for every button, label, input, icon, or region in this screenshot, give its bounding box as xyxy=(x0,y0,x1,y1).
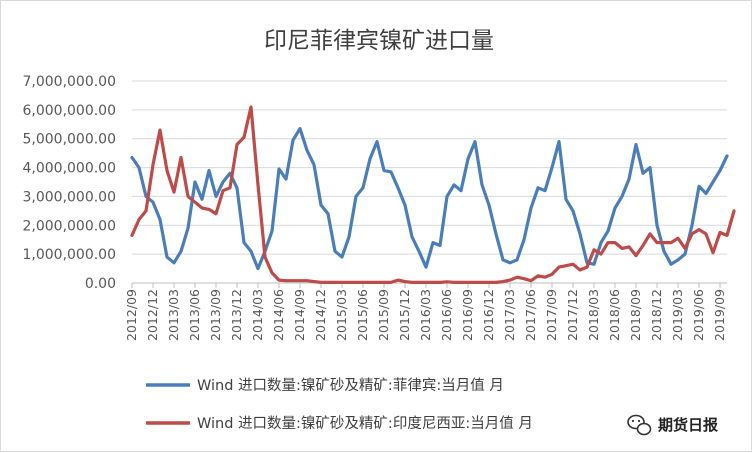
legend-label-1: Wind 进口数量:镍矿砂及精矿:印度尼西亚:当月值 月 xyxy=(197,415,533,432)
x-tick-label: 2014/03 xyxy=(250,289,265,341)
x-tick-label: 2012/09 xyxy=(124,289,139,341)
x-tick-label: 2018/06 xyxy=(607,289,622,341)
y-tick-label: 5,000,000.00 xyxy=(22,132,116,148)
y-tick-label: 1,000,000.00 xyxy=(22,247,116,263)
x-tick-label: 2019/03 xyxy=(670,289,685,341)
series-line-1 xyxy=(130,105,736,284)
x-tick-label: 2017/12 xyxy=(565,289,580,341)
x-tick-label: 2013/06 xyxy=(187,289,202,341)
x-tick-label: 2015/06 xyxy=(355,289,370,341)
x-tick-label: 2014/09 xyxy=(292,289,307,341)
x-tick-label: 2014/12 xyxy=(313,289,328,341)
watermark-text: 期货日报 xyxy=(658,416,718,434)
y-tick-label: 0.00 xyxy=(85,276,116,292)
x-tick-label: 2015/03 xyxy=(334,289,349,341)
watermark: 期货日报 xyxy=(627,414,718,436)
x-tick-label: 2013/12 xyxy=(229,289,244,341)
grid-layer xyxy=(131,80,727,288)
y-tick-label: 4,000,000.00 xyxy=(22,161,116,177)
y-tick-label: 6,000,000.00 xyxy=(22,103,116,119)
x-tick-label: 2016/06 xyxy=(439,289,454,341)
x-tick-label: 2012/12 xyxy=(145,289,160,341)
x-tick-label: 2015/09 xyxy=(376,289,391,341)
x-tick-label: 2017/09 xyxy=(544,289,559,341)
x-tick-label: 2019/06 xyxy=(691,289,706,341)
legend-label-0: Wind 进口数量:镍矿砂及精矿:菲律宾:当月值 月 xyxy=(197,377,504,394)
x-tick-label: 2015/12 xyxy=(397,289,412,341)
x-tick-label: 2013/09 xyxy=(208,289,223,341)
x-tick-label: 2016/12 xyxy=(481,289,496,341)
x-tick-label: 2016/09 xyxy=(460,289,475,341)
y-tick-labels: 0.00 1,000,000.00 2,000,000.00 3,000,000.00… xyxy=(22,74,116,292)
y-tick-label: 7,000,000.00 xyxy=(22,74,116,90)
legend: Wind 进口数量:镍矿砂及精矿:菲律宾:当月值 月 Wind 进口数量:镍矿砂及… xyxy=(146,377,533,432)
chart-title: 印尼菲律宾镍矿进口量 xyxy=(264,28,494,54)
x-tick-label: 2013/03 xyxy=(166,289,181,341)
x-tick-label: 2014/06 xyxy=(271,289,286,341)
x-tick-label: 2018/12 xyxy=(649,289,664,341)
y-tick-label: 2,000,000.00 xyxy=(22,218,116,234)
x-tick-label: 2017/06 xyxy=(523,289,538,341)
x-tick-label: 2018/03 xyxy=(586,289,601,341)
x-tick-label: 2019/09 xyxy=(712,289,727,341)
wechat-icon xyxy=(627,414,652,436)
x-tick-labels: 2012/09 2012/12 2013/03 2013/06 2013/09 2013/… xyxy=(124,289,727,341)
series-layer xyxy=(130,105,736,284)
x-tick-label: 2018/09 xyxy=(628,289,643,341)
y-tick-label: 3,000,000.00 xyxy=(22,189,116,205)
x-tick-label: 2016/03 xyxy=(418,289,433,341)
x-tick-label: 2017/03 xyxy=(502,289,517,341)
